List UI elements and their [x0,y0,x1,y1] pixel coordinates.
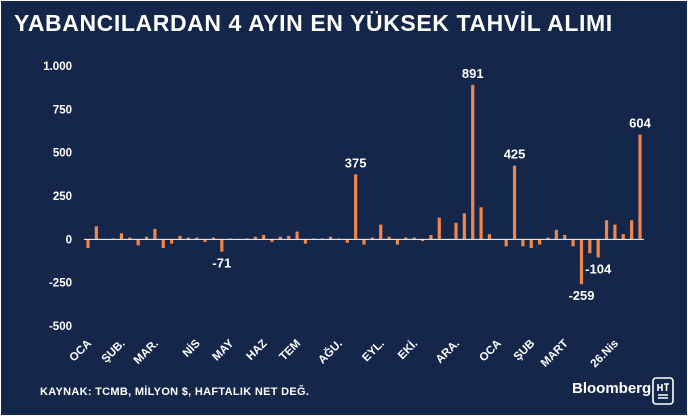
bar [538,239,542,245]
bar [220,239,224,252]
y-tick-label: 500 [53,148,72,160]
bar [596,239,600,258]
bar [420,239,425,242]
bar [262,235,266,240]
bar [345,239,349,243]
y-tick-label: -250 [49,278,72,290]
bar [203,239,207,242]
bar [621,234,625,240]
bar [328,236,333,240]
x-tick-label: AĞU. [316,337,346,367]
bar [253,236,257,240]
bar [529,239,533,248]
bar [136,239,140,246]
bar [178,235,182,240]
bar [144,236,149,240]
bloomberg-brand: Bloomberg [572,380,652,397]
bar [638,134,642,240]
bar [588,239,592,254]
bar [454,222,458,240]
bar [512,165,517,240]
bar [287,235,291,240]
bar [387,236,391,240]
bar [471,84,475,240]
data-label: 891 [462,66,484,81]
bar [563,235,567,240]
x-tick-label: OCA [477,338,504,365]
x-tick-label: ŞUB. [100,338,128,366]
chart-title: YABANCILARDAN 4 AYIN EN YÜKSEK TAHVİL AL… [14,10,613,36]
x-tick-label: EYL. [360,338,387,365]
y-tick-label: 250 [53,191,72,203]
data-label: -104 [585,261,612,276]
bar [354,174,358,240]
x-tick-label: EKİ. [395,337,420,362]
source-note: KAYNAK: TCMB, MİLYON $, HAFTALIK NET DEĞ… [40,386,310,398]
ht-logo-icon [652,377,674,405]
bar [128,237,132,240]
bar [186,237,190,240]
x-tick-label: MAR. [132,338,161,367]
x-tick-label: OCA [68,338,95,365]
x-tick-label: ŞUB [512,338,538,364]
bar [119,233,124,240]
data-label: 425 [504,147,526,162]
x-tick-label: NİS [180,337,203,360]
bar [303,239,308,244]
bar [395,239,400,245]
bar [379,224,383,240]
x-tick-label: MAY [210,337,236,363]
bar [278,236,282,240]
x-tick-label: ARA. [434,338,462,366]
x-tick-label: 26.Nis [589,338,621,370]
bar [370,237,374,240]
y-tick-label: 0 [66,234,72,246]
data-label: -71 [212,256,231,271]
bar [579,239,584,285]
bar [504,239,508,247]
bar [404,237,408,240]
bar [630,220,634,240]
bar [362,239,366,245]
bar [270,239,274,242]
y-tick-label: 750 [53,104,72,116]
bar [94,226,98,240]
data-label: -259 [568,288,594,303]
bar [161,239,165,248]
data-label: 375 [345,155,367,170]
x-tick-label: HAZ [245,338,270,363]
bar [479,207,483,240]
bar [437,217,441,240]
bar [429,235,433,240]
bar [86,239,90,248]
bar [295,231,299,240]
data-label: 604 [629,116,651,131]
bar [546,237,550,240]
bar [211,237,216,240]
bar [554,229,558,240]
bar [521,239,525,247]
bar [604,220,609,240]
bar [153,228,157,240]
bar [412,237,416,240]
bar [462,213,466,240]
bar [487,234,492,240]
bar [170,239,174,244]
x-tick-label: MART [539,338,571,370]
bar [571,239,575,247]
bar [613,224,617,240]
y-tick-label: -500 [49,321,72,333]
y-tick-label: 1.000 [43,61,72,73]
bar [195,237,199,240]
x-tick-label: TEM [278,338,304,364]
